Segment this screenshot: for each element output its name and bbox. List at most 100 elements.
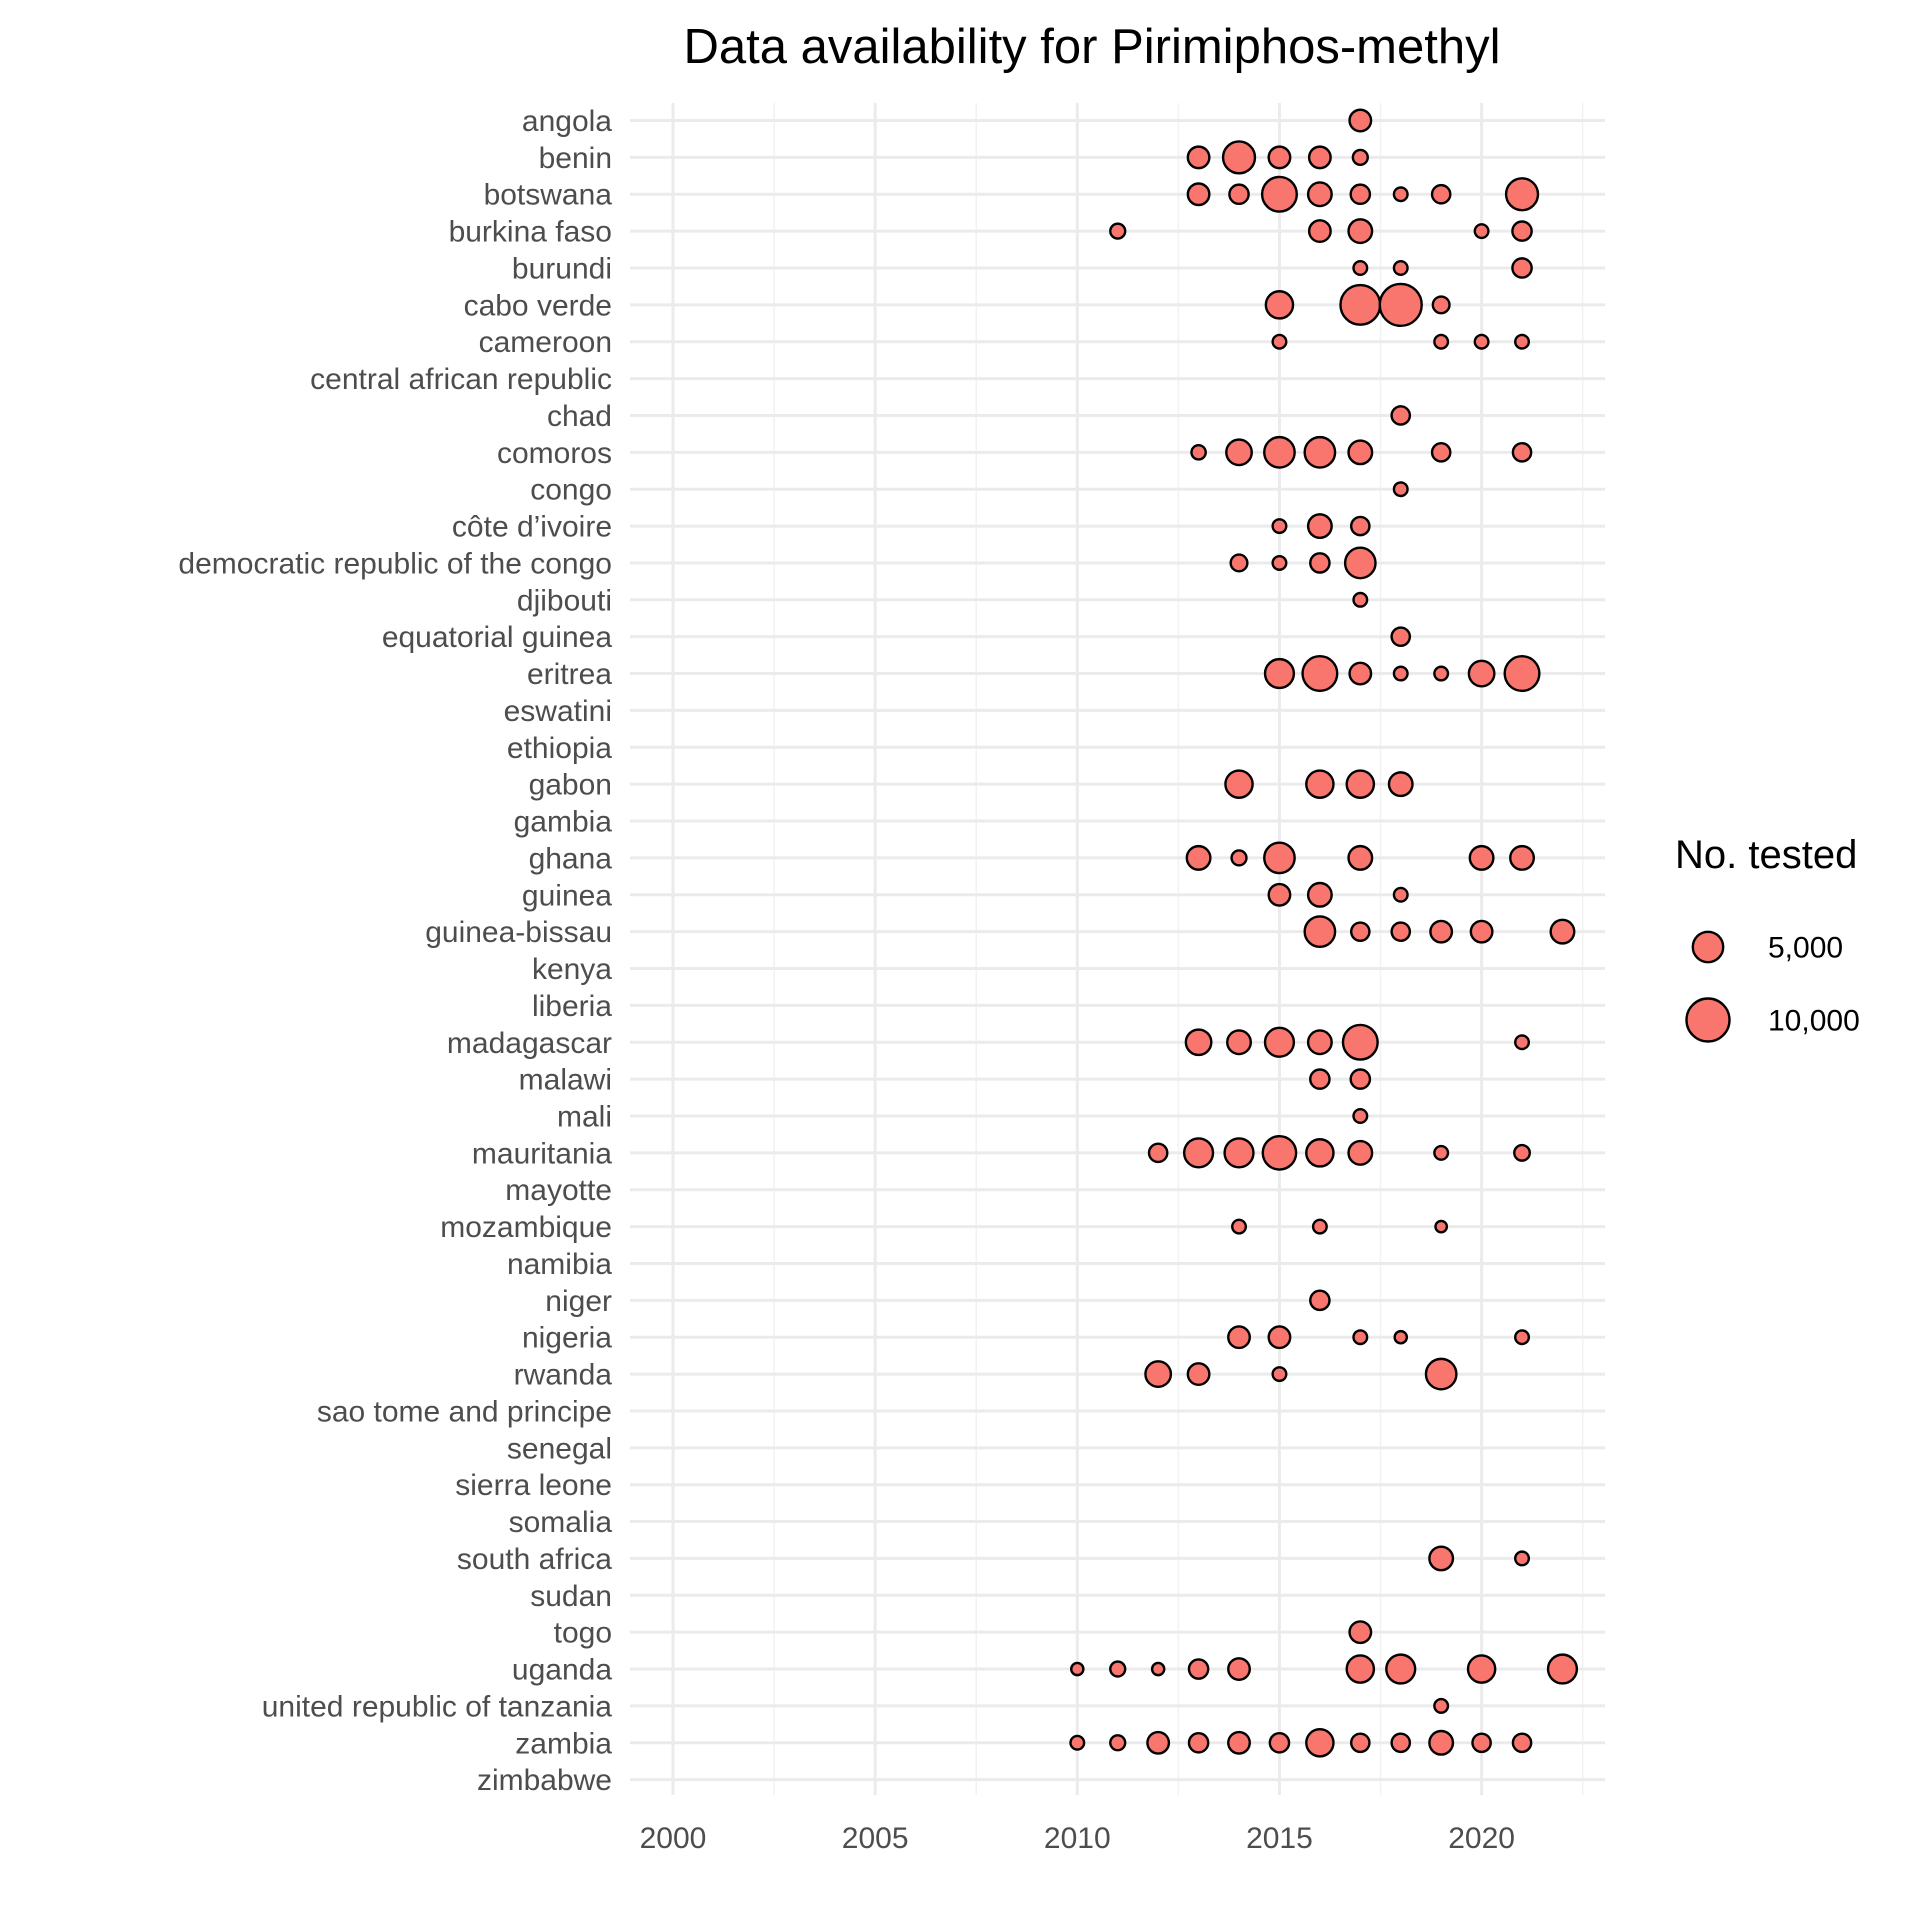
y-tick-label-togo: togo: [554, 1617, 612, 1650]
point-uganda-2013: [1187, 1658, 1210, 1680]
point-mauritania-2015: [1261, 1135, 1298, 1171]
point-nigeria-2015: [1267, 1325, 1292, 1350]
point-burundi-2018: [1392, 259, 1409, 276]
y-tick-label-kenya: kenya: [532, 953, 612, 986]
point-guinea-bissau-2018: [1390, 921, 1412, 942]
point-burundi-2021: [1511, 257, 1533, 279]
point-angola-2017: [1348, 108, 1373, 133]
point-mauritania-2013: [1182, 1137, 1215, 1169]
point-eritrea-2021: [1503, 655, 1541, 693]
point-uganda-2011: [1109, 1660, 1127, 1678]
point-botswana-2013: [1186, 182, 1211, 207]
y-tick-label-equatorial-guinea: equatorial guinea: [382, 621, 613, 654]
point-zambia-2013: [1187, 1731, 1210, 1754]
point-guinea-2015: [1267, 882, 1292, 907]
point-democratic-republic-of-the-congo-2016: [1309, 552, 1331, 574]
point-togo-2017: [1348, 1620, 1373, 1645]
y-tick-label-sierra-leone: sierra leone: [455, 1469, 612, 1502]
point-ghana-2020: [1468, 844, 1495, 871]
point-chad-2018: [1390, 405, 1412, 426]
point-nigeria-2017: [1352, 1329, 1369, 1346]
point-zambia-2010: [1069, 1734, 1086, 1751]
point-zambia-2019: [1428, 1729, 1455, 1756]
y-tick-label-mozambique: mozambique: [440, 1211, 612, 1244]
point-rwanda-2015: [1271, 1366, 1288, 1383]
point-djibouti-2017: [1352, 591, 1369, 608]
point-comoros-2013: [1190, 443, 1207, 461]
y-tick-label-burundi: burundi: [512, 252, 612, 285]
point-burkina-faso-2020: [1473, 223, 1490, 240]
legend-title: No. tested: [1675, 833, 1857, 877]
point-rwanda-2013: [1186, 1362, 1211, 1387]
point-niger-2016: [1309, 1289, 1331, 1312]
point-cabo-verde-2018: [1378, 282, 1423, 328]
x-tick-label-2000: 2000: [640, 1822, 707, 1855]
point-eritrea-2020: [1467, 659, 1496, 688]
y-tick-label-congo: congo: [530, 474, 612, 507]
y-tick-label-angola: angola: [522, 105, 612, 138]
point-comoros-2016: [1303, 435, 1337, 469]
point-ghana-2015: [1263, 841, 1296, 875]
point-uganda-2022: [1546, 1653, 1579, 1685]
point-benin-2013: [1186, 145, 1211, 170]
point-cabo-verde-2019: [1431, 295, 1451, 315]
point-gabon-2018: [1387, 771, 1414, 798]
point-mozambique-2019: [1434, 1219, 1449, 1234]
point-democratic-republic-of-the-congo-2015: [1271, 554, 1288, 571]
point-botswana-2016: [1306, 181, 1333, 208]
point-guinea-bissau-2020: [1469, 919, 1494, 944]
point-botswana-2017: [1349, 183, 1372, 206]
point-zambia-2016: [1305, 1727, 1335, 1758]
point-uganda-2020: [1466, 1654, 1497, 1684]
point-comoros-2014: [1225, 438, 1253, 467]
y-tick-label-chad: chad: [547, 400, 612, 433]
point-madagascar-2017: [1341, 1023, 1379, 1061]
point-c-te-d-ivoire-2016: [1306, 513, 1333, 540]
point-democratic-republic-of-the-congo-2014: [1229, 553, 1249, 573]
point-botswana-2018: [1392, 186, 1409, 203]
y-tick-label-zimbabwe: zimbabwe: [477, 1764, 612, 1797]
point-comoros-2015: [1263, 435, 1296, 469]
point-benin-2015: [1267, 145, 1292, 170]
point-uganda-2017: [1345, 1654, 1376, 1684]
y-tick-label-eswatini: eswatini: [504, 695, 612, 728]
point-guinea-bissau-2022: [1549, 918, 1576, 945]
y-tick-label-zambia: zambia: [515, 1727, 612, 1760]
point-comoros-2019: [1430, 442, 1452, 463]
point-zambia-2021: [1511, 1732, 1533, 1754]
y-tick-label-ghana: ghana: [529, 842, 613, 875]
point-zambia-2015: [1268, 1731, 1291, 1754]
point-burkina-faso-2017: [1347, 218, 1374, 245]
point-botswana-2019: [1430, 183, 1452, 205]
point-benin-2017: [1351, 148, 1369, 167]
point-nigeria-2021: [1514, 1329, 1531, 1346]
y-tick-label-ethiopia: ethiopia: [507, 732, 612, 765]
point-zambia-2020: [1471, 1732, 1492, 1754]
point-mali-2017: [1352, 1107, 1369, 1124]
point-cameroon-2020: [1473, 333, 1490, 350]
point-mozambique-2014: [1231, 1218, 1248, 1235]
point-guinea-2018: [1392, 886, 1409, 903]
x-tick-label-2010: 2010: [1044, 1822, 1111, 1855]
point-zambia-2011: [1109, 1734, 1127, 1752]
point-gabon-2017: [1345, 769, 1376, 799]
y-tick-label-c-te-d-ivoire: côte d’ivoire: [452, 511, 612, 544]
point-guinea-bissau-2019: [1429, 919, 1454, 944]
y-tick-label-madagascar: madagascar: [447, 1027, 612, 1060]
point-botswana-2021: [1504, 177, 1540, 212]
y-tick-label-democratic-republic-of-the-congo: democratic republic of the congo: [178, 547, 612, 580]
point-uganda-2018: [1385, 1653, 1417, 1685]
point-equatorial-guinea-2018: [1390, 626, 1412, 648]
point-south-africa-2019: [1428, 1545, 1455, 1572]
data-points: [1069, 108, 1579, 1758]
x-axis-labels: 2000 2005 2010 2015 2020: [640, 1822, 1515, 1855]
point-south-africa-2021: [1514, 1550, 1531, 1567]
point-madagascar-2015: [1263, 1026, 1296, 1058]
point-zambia-2018: [1390, 1732, 1412, 1754]
point-mauritania-2014: [1223, 1137, 1255, 1169]
point-ghana-2017: [1347, 844, 1374, 871]
point-rwanda-2012: [1144, 1360, 1173, 1389]
y-tick-label-liberia: liberia: [532, 990, 612, 1023]
